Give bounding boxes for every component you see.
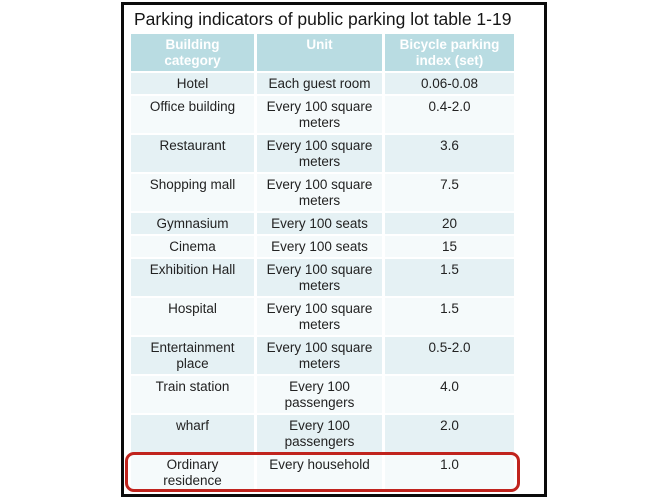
cell-building-category: Exhibition Hall: [131, 259, 257, 296]
cell-building-category: Train station: [131, 376, 257, 413]
cell-building-category: Ordinary residence: [131, 454, 257, 491]
cell-index: 0.4-2.0: [385, 96, 514, 133]
cell-building-category: Restaurant: [131, 135, 257, 172]
cell-index: 1.5: [385, 298, 514, 335]
table-body: Hotel Each guest room 0.06-0.08 Office b…: [125, 73, 520, 493]
cell-index: 15: [385, 236, 514, 257]
cell-building-category: Office building: [131, 96, 257, 133]
parking-indicators-table: Building category Unit Bicycle parking i…: [125, 34, 520, 493]
table-row: Cinema Every 100 seats 15: [131, 236, 514, 259]
table-row: Shopping mall Every 100 square meters 7.…: [131, 174, 514, 213]
cell-building-category: Entertainment place: [131, 337, 257, 374]
cell-index: 4.0: [385, 376, 514, 413]
table-row: Train station Every 100 passengers 4.0: [131, 376, 514, 415]
cell-unit: Every 100 seats: [257, 213, 385, 234]
cell-building-category: Cinema: [131, 236, 257, 257]
table-row-highlighted: Ordinary residence Every household 1.0: [125, 452, 520, 493]
cell-index: 20: [385, 213, 514, 234]
table-row: Restaurant Every 100 square meters 3.6: [131, 135, 514, 174]
cell-unit: Every 100 passengers: [257, 376, 385, 413]
table-header-row: Building category Unit Bicycle parking i…: [131, 34, 514, 73]
cell-index: 2.0: [385, 415, 514, 452]
table-row: Exhibition Hall Every 100 square meters …: [131, 259, 514, 298]
cell-index: 0.5-2.0: [385, 337, 514, 374]
table-row: Gymnasium Every 100 seats 20: [131, 213, 514, 236]
cell-building-category: Hotel: [131, 73, 257, 94]
cell-unit: Every 100 square meters: [257, 135, 385, 172]
cell-index: 7.5: [385, 174, 514, 211]
cell-unit: Every household: [257, 454, 385, 491]
content-frame: Parking indicators of public parking lot…: [121, 2, 547, 497]
cell-unit: Every 100 square meters: [257, 259, 385, 296]
cell-building-category: wharf: [131, 415, 257, 452]
cell-unit: Every 100 square meters: [257, 298, 385, 335]
table-row: wharf Every 100 passengers 2.0: [131, 415, 514, 454]
cell-unit: Every 100 square meters: [257, 337, 385, 374]
column-header-bicycle-parking-index: Bicycle parking index (set): [385, 34, 514, 71]
cell-unit: Every 100 square meters: [257, 96, 385, 133]
cell-unit: Every 100 seats: [257, 236, 385, 257]
cell-index: 0.06-0.08: [385, 73, 514, 94]
table-row: Entertainment place Every 100 square met…: [131, 337, 514, 376]
table-row: Hotel Each guest room 0.06-0.08: [131, 73, 514, 96]
cell-index: 3.6: [385, 135, 514, 172]
column-header-unit: Unit: [257, 34, 385, 71]
column-header-building-category: Building category: [131, 34, 257, 71]
page-title: Parking indicators of public parking lot…: [134, 9, 512, 29]
cell-unit: Every 100 passengers: [257, 415, 385, 452]
cell-building-category: Hospital: [131, 298, 257, 335]
cell-unit: Each guest room: [257, 73, 385, 94]
cell-building-category: Shopping mall: [131, 174, 257, 211]
table-row: Office building Every 100 square meters …: [131, 96, 514, 135]
cell-building-category: Gymnasium: [131, 213, 257, 234]
table-row: Hospital Every 100 square meters 1.5: [131, 298, 514, 337]
cell-unit: Every 100 square meters: [257, 174, 385, 211]
cell-index: 1.0: [385, 454, 514, 491]
cell-index: 1.5: [385, 259, 514, 296]
